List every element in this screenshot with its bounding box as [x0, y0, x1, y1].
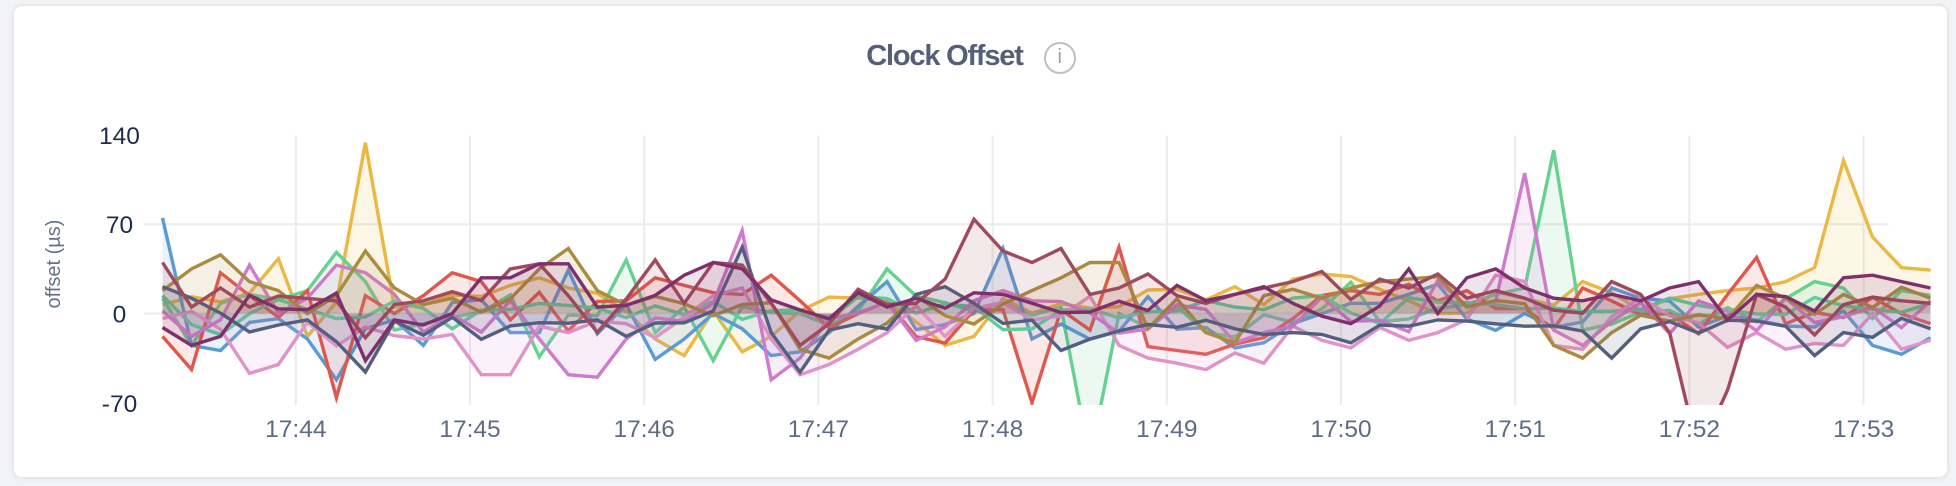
svg-text:0: 0: [113, 302, 127, 329]
svg-text:17:50: 17:50: [1310, 416, 1371, 443]
svg-text:17:49: 17:49: [1136, 416, 1197, 443]
svg-text:140: 140: [99, 123, 140, 150]
svg-text:70: 70: [106, 212, 133, 239]
svg-text:17:53: 17:53: [1833, 416, 1894, 443]
svg-text:17:47: 17:47: [788, 416, 849, 443]
svg-text:17:44: 17:44: [265, 416, 326, 443]
svg-text:17:45: 17:45: [439, 416, 500, 443]
svg-text:17:51: 17:51: [1485, 416, 1546, 443]
svg-text:17:48: 17:48: [962, 416, 1023, 443]
svg-text:17:46: 17:46: [614, 416, 675, 443]
svg-text:offset (µs): offset (µs): [43, 220, 65, 309]
svg-text:17:52: 17:52: [1659, 416, 1720, 443]
svg-text:-70: -70: [102, 391, 137, 418]
